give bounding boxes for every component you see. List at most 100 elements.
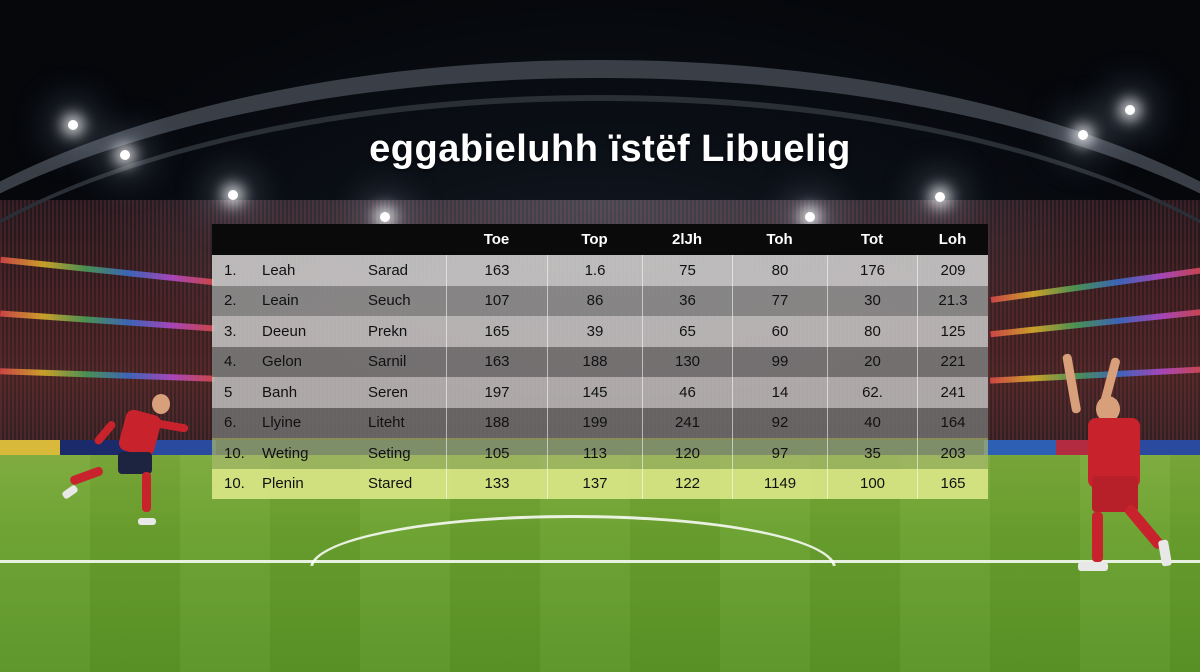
stat-cell: 199 (547, 407, 642, 438)
table-row: 5 Banh Seren 197 145 46 14 62. 241 (212, 377, 988, 408)
player-name: Gelon (262, 353, 303, 371)
floodlight (935, 192, 945, 202)
stat-cell: 35 (827, 438, 917, 469)
stat-cell: 60 (732, 316, 827, 347)
stat-cell: 165 (917, 468, 988, 499)
team-name: Seuch (368, 292, 411, 310)
stat-cell: 221 (917, 346, 988, 377)
player-boot (1078, 562, 1108, 571)
stat-cell: 163 (446, 255, 547, 286)
stat-cell: 80 (827, 316, 917, 347)
header-col-6: Loh (938, 231, 967, 248)
player-right (1060, 352, 1180, 577)
stat-cell: 165 (446, 316, 547, 347)
stat-cell: 36 (642, 285, 732, 316)
header-col-4: Toh (766, 231, 793, 248)
stat-cell: 1149 (732, 468, 827, 499)
team-name: Seren (368, 383, 409, 401)
rank: 2. (224, 292, 237, 310)
stat-cell: 46 (642, 377, 732, 408)
stat-cell: 130 (642, 346, 732, 377)
rank: 4. (224, 353, 237, 371)
stat-cell: 30 (827, 285, 917, 316)
floodlight (380, 212, 390, 222)
table-row: 10. Plenin Stared 133 137 122 1149 100 1… (212, 468, 988, 499)
player-name: Llyine (262, 414, 302, 432)
league-table: Toe Top 2lJh Toh Tot Loh 1. Leah Sarad 1… (212, 224, 988, 499)
stat-cell: 113 (547, 438, 642, 469)
table-row: 1. Leah Sarad 163 1.6 75 80 176 209 (212, 255, 988, 286)
rank: 10. (224, 475, 245, 493)
player-leg (142, 472, 151, 512)
player-name: Plenin (262, 475, 304, 493)
stat-cell: 99 (732, 346, 827, 377)
stat-cell: 20 (827, 346, 917, 377)
stat-cell: 97 (732, 438, 827, 469)
header-team (366, 224, 446, 255)
team-name: Sarnil (368, 353, 407, 371)
player-name: Leain (262, 292, 299, 310)
player-name: Weting (262, 444, 309, 462)
floodlight (1078, 130, 1088, 140)
stat-cell: 133 (446, 468, 547, 499)
player-shorts (118, 452, 152, 474)
rank: 1. (224, 261, 237, 279)
floodlight (120, 150, 130, 160)
stat-cell: 241 (642, 407, 732, 438)
stat-cell: 188 (446, 407, 547, 438)
stat-cell: 176 (827, 255, 917, 286)
player-leg (1092, 512, 1103, 562)
table-row: 4. Gelon Sarnil 163 188 130 99 20 221 (212, 346, 988, 377)
table-row: 6. Llyine Liteht 188 199 241 92 40 164 (212, 407, 988, 438)
stat-cell: 241 (917, 377, 988, 408)
stat-cell: 197 (446, 377, 547, 408)
rank: 5 (224, 383, 233, 401)
stat-cell: 122 (642, 468, 732, 499)
stat-cell: 92 (732, 407, 827, 438)
team-name: Liteht (368, 414, 405, 432)
stat-cell: 86 (547, 285, 642, 316)
floodlight (805, 212, 815, 222)
player-boot (1157, 539, 1173, 567)
stadium-roof-inner (0, 95, 1200, 672)
team-name: Stared (368, 475, 413, 493)
header-name (260, 224, 366, 255)
player-shirt (117, 408, 163, 458)
stat-cell: 39 (547, 316, 642, 347)
stat-cell: 21.3 (917, 285, 988, 316)
header-col-5: Tot (860, 231, 884, 248)
rank: 10. (224, 444, 245, 462)
team-name: Seting (368, 444, 411, 462)
header-col-3: 2lJh (671, 231, 702, 248)
stat-cell: 1.6 (547, 255, 642, 286)
stat-cell: 62. (827, 377, 917, 408)
stat-cell: 137 (547, 468, 642, 499)
rank: 6. (224, 414, 237, 432)
table-row: 2. Leain Seuch 107 86 36 77 30 21.3 (212, 285, 988, 316)
player-leg (69, 465, 105, 486)
stat-cell: 80 (732, 255, 827, 286)
player-name: Banh (262, 383, 298, 401)
player-head (1096, 396, 1120, 422)
player-name: Leah (262, 261, 296, 279)
stat-cell: 203 (917, 438, 988, 469)
player-boot (138, 518, 156, 525)
stat-cell: 188 (547, 346, 642, 377)
stat-cell: 40 (827, 407, 917, 438)
stat-cell: 209 (917, 255, 988, 286)
stat-cell: 120 (642, 438, 732, 469)
stat-cell: 107 (446, 285, 547, 316)
player-arm (1062, 353, 1082, 414)
table-row: 3. Deeun Prekn 165 39 65 60 80 125 (212, 316, 988, 347)
stat-cell: 65 (642, 316, 732, 347)
header-rank (212, 224, 260, 255)
rank: 3. (224, 322, 237, 340)
player-name: Deeun (262, 322, 307, 340)
player-left (60, 392, 200, 527)
floodlight (68, 120, 78, 130)
stat-cell: 164 (917, 407, 988, 438)
stat-cell: 105 (446, 438, 547, 469)
stat-cell: 163 (446, 346, 547, 377)
header-col-2: Top (581, 231, 608, 248)
stat-cell: 77 (732, 285, 827, 316)
